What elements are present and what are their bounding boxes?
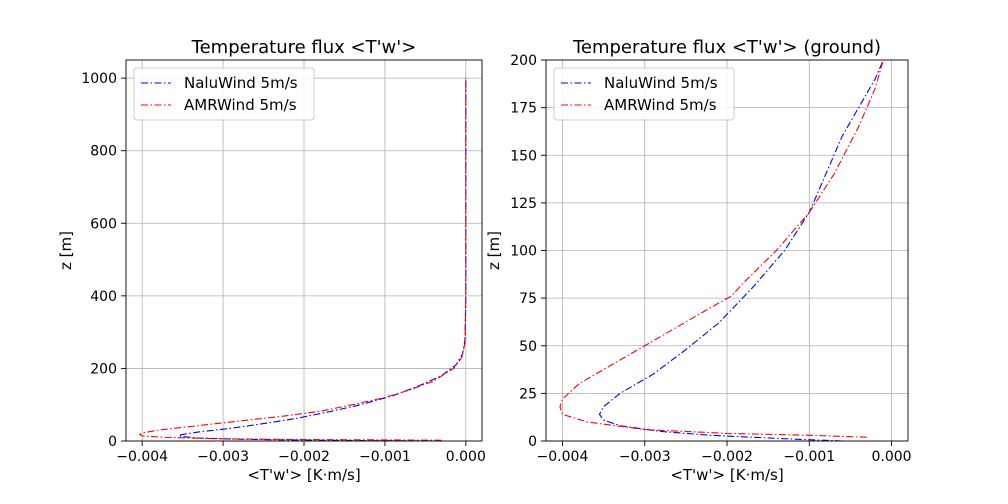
x-tick-label: −0.004 xyxy=(116,449,168,465)
chart-panel-1: −0.004 −0.003 −0.002 −0.001 0.000 0 200 400 600 8… xyxy=(57,37,486,484)
legend-label: AMRWind 5m/s xyxy=(184,96,297,114)
series-line-naluwind xyxy=(598,60,884,441)
y-axis-label: z [m] xyxy=(485,231,503,270)
chart-title: Temperature flux <T'w'> xyxy=(191,37,417,58)
x-tick-label: −0.001 xyxy=(783,449,835,465)
series-line-naluwind xyxy=(176,78,467,441)
x-axis-label: <T'w'> [K·m/s] xyxy=(670,466,783,484)
y-tick-label: 125 xyxy=(510,196,537,212)
chart-title: Temperature flux <T'w'> (ground) xyxy=(572,37,881,58)
legend: NaluWind 5m/s AMRWind 5m/s xyxy=(133,67,315,121)
y-axis-label: z [m] xyxy=(57,231,75,270)
y-tick-label: 200 xyxy=(510,53,537,69)
legend: NaluWind 5m/s AMRWind 5m/s xyxy=(553,67,735,121)
series-line-amrwind xyxy=(138,78,467,441)
x-tick-label: −0.002 xyxy=(701,449,753,465)
x-tick-label: −0.003 xyxy=(619,449,671,465)
legend-label: NaluWind 5m/s xyxy=(184,74,298,92)
legend-box xyxy=(133,67,315,121)
legend-box xyxy=(553,67,735,121)
y-tick-label: 75 xyxy=(519,291,537,307)
y-tick-label: 600 xyxy=(90,216,117,232)
x-tick-label: −0.003 xyxy=(197,449,249,465)
legend-label: NaluWind 5m/s xyxy=(604,74,718,92)
y-tick-label: 800 xyxy=(90,144,117,160)
x-tick-label: 0.000 xyxy=(871,449,911,465)
y-tick-label: 50 xyxy=(519,339,537,355)
x-tick-label: −0.004 xyxy=(537,449,589,465)
y-tick-label: 1000 xyxy=(81,71,117,87)
y-tick-label: 0 xyxy=(528,434,537,450)
x-tick-label: 0.000 xyxy=(446,449,486,465)
y-tick-label: 400 xyxy=(90,289,117,305)
y-tick-label: 0 xyxy=(108,434,117,450)
y-tick-label: 25 xyxy=(519,386,537,402)
y-tick-label: 200 xyxy=(90,361,117,377)
y-tick-label: 150 xyxy=(510,148,537,164)
legend-label: AMRWind 5m/s xyxy=(604,96,717,114)
x-axis-label: <T'w'> [K·m/s] xyxy=(247,466,360,484)
chart-panel-2: −0.004 −0.003 −0.002 −0.001 0.000 0 25 50 75 100 1… xyxy=(485,37,912,484)
x-tick-label: −0.002 xyxy=(278,449,330,465)
y-tick-label: 100 xyxy=(510,244,537,260)
y-tick-label: 175 xyxy=(510,101,537,117)
series-line-amrwind xyxy=(559,60,884,438)
x-tick-label: −0.001 xyxy=(359,449,411,465)
